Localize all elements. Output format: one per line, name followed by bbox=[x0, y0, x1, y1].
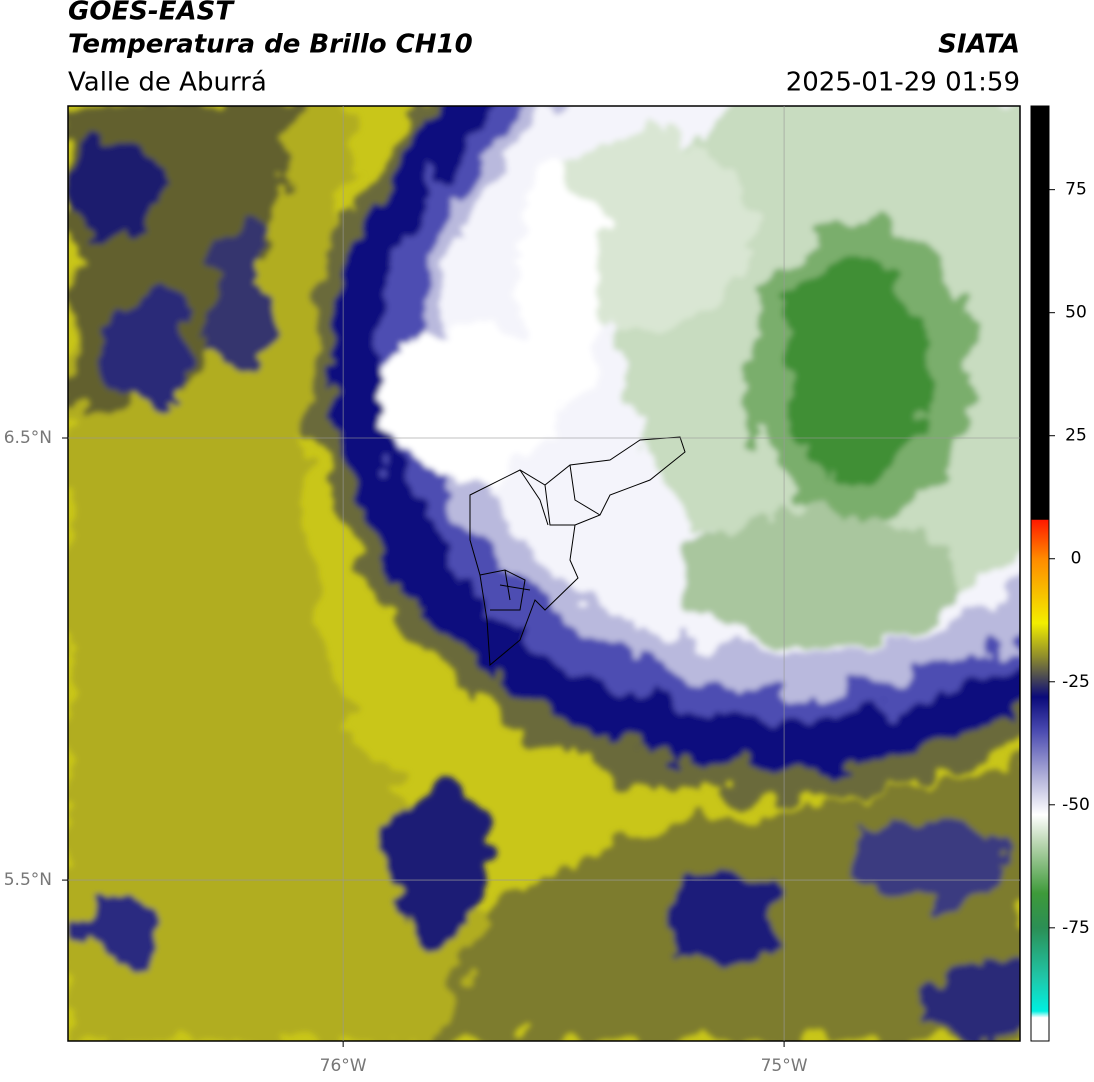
lon-tick-label: 75°W bbox=[761, 1056, 808, 1076]
colorbar-tick-label: 0 bbox=[1071, 549, 1082, 569]
region: Valle de Aburrá bbox=[68, 68, 267, 98]
colorbar-tick-label: -75 bbox=[1062, 918, 1090, 938]
colorbar-tick-label: 75 bbox=[1065, 180, 1087, 200]
cloud-field bbox=[68, 106, 1020, 1041]
colorbar-tick-label: -50 bbox=[1062, 795, 1090, 815]
lon-tick-label: 76°W bbox=[320, 1056, 367, 1076]
source: SIATA bbox=[938, 30, 1020, 60]
colorbar-tick-label: 50 bbox=[1065, 303, 1087, 323]
datetime: 2025-01-29 01:59 bbox=[786, 68, 1020, 98]
colorbar-tick-label: -25 bbox=[1062, 672, 1090, 692]
satellite-image bbox=[68, 106, 1020, 1041]
lat-tick-label: 5.5°N bbox=[4, 870, 52, 890]
colorbar bbox=[1030, 105, 1050, 1042]
colorbar-tick-label: 25 bbox=[1065, 426, 1087, 446]
map-frame bbox=[67, 105, 1021, 1042]
title: Temperatura de Brillo CH10 bbox=[68, 30, 473, 60]
satellite: GOES-EAST bbox=[68, 0, 235, 27]
region-boundary bbox=[469, 436, 686, 667]
lat-tick-label: 6.5°N bbox=[4, 428, 52, 448]
